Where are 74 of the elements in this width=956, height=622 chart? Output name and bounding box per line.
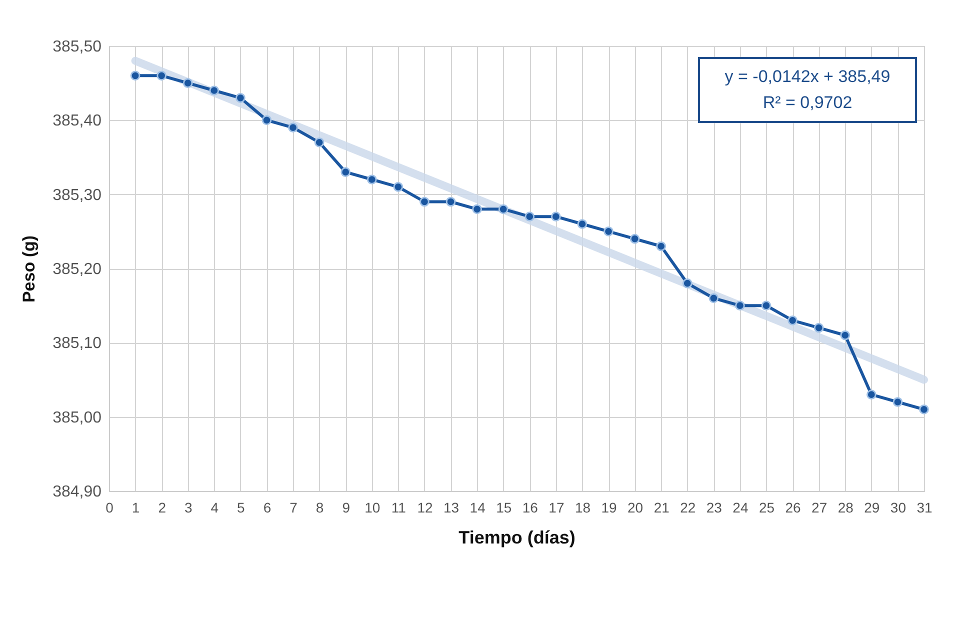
x-tick-label: 19	[601, 500, 618, 516]
point	[340, 167, 351, 178]
x-tick-label: 31	[916, 500, 932, 516]
y-tick-label: 385,30	[52, 186, 102, 204]
point	[209, 86, 220, 96]
x-tick-label: 14	[470, 500, 486, 516]
x-tick-label: 7	[290, 500, 298, 516]
y-axis-title: Peso (g)	[20, 235, 39, 303]
point	[182, 78, 193, 88]
point	[866, 390, 876, 400]
x-tick-label: 13	[443, 500, 460, 516]
x-tick-label: 4	[210, 500, 219, 516]
x-tick-label: 8	[316, 500, 324, 516]
x-tick-label: 25	[758, 500, 775, 516]
point	[604, 226, 614, 236]
y-tick-label: 384,90	[52, 484, 102, 500]
x-tick-label: 10	[364, 500, 380, 516]
point	[156, 70, 167, 81]
point	[630, 234, 640, 244]
x-tick-label: 27	[812, 500, 828, 516]
point	[919, 404, 929, 414]
x-tick-label: 6	[263, 500, 272, 516]
x-axis-title: Tiempo (días)	[458, 528, 576, 548]
point	[446, 196, 456, 207]
x-tick-label: 28	[838, 500, 854, 516]
point	[892, 397, 903, 407]
annotation: R² = 0,9702	[762, 93, 852, 112]
x-tick-label: 2	[158, 500, 166, 516]
point	[656, 241, 666, 252]
annotation: y = -0,0142x + 385,49	[724, 67, 890, 86]
x-tick-label: 5	[237, 500, 246, 516]
x-tick-label: 0	[106, 500, 114, 516]
point	[814, 322, 824, 333]
x-tick-label: 24	[732, 500, 748, 516]
point	[130, 70, 140, 81]
point	[524, 212, 535, 222]
point	[236, 92, 246, 103]
x-tick-label: 22	[680, 500, 696, 516]
x-tick-label: 15	[496, 500, 512, 516]
point	[761, 300, 772, 311]
x-tick-label: 11	[391, 500, 406, 516]
x-tick-label: 1	[132, 500, 140, 516]
x-tick-label: 16	[522, 500, 538, 516]
y-tick-label: 385,10	[52, 335, 102, 352]
y-tick-label: 385,50	[52, 38, 102, 56]
point	[708, 293, 719, 304]
point	[577, 219, 588, 229]
y-tick-label: 385,00	[52, 409, 102, 426]
point	[840, 330, 850, 340]
x-tick-label: 30	[890, 500, 906, 516]
x-tick-label: 26	[785, 500, 802, 516]
x-tick-label: 17	[548, 500, 564, 516]
x-tick-label: 29	[864, 500, 880, 516]
point	[393, 182, 404, 192]
x-tick-label: 9	[342, 500, 350, 516]
y-tick-label: 385,40	[52, 112, 102, 130]
point	[366, 174, 377, 184]
point	[420, 196, 430, 207]
x-tick-label: 12	[417, 500, 433, 516]
y-tick-label: 385,20	[52, 261, 102, 278]
x-tick-label: 18	[574, 500, 591, 516]
point	[735, 300, 745, 311]
point	[498, 204, 508, 214]
x-tick-label: 3	[184, 500, 192, 516]
point	[682, 278, 692, 288]
x-tick-label: 21	[654, 500, 670, 516]
point	[262, 115, 272, 126]
x-tick-label: 20	[628, 500, 644, 516]
point	[788, 315, 798, 326]
point	[551, 212, 561, 222]
x-tick-label: 23	[706, 500, 722, 516]
point	[288, 122, 298, 133]
point	[472, 204, 482, 214]
point	[314, 137, 324, 148]
